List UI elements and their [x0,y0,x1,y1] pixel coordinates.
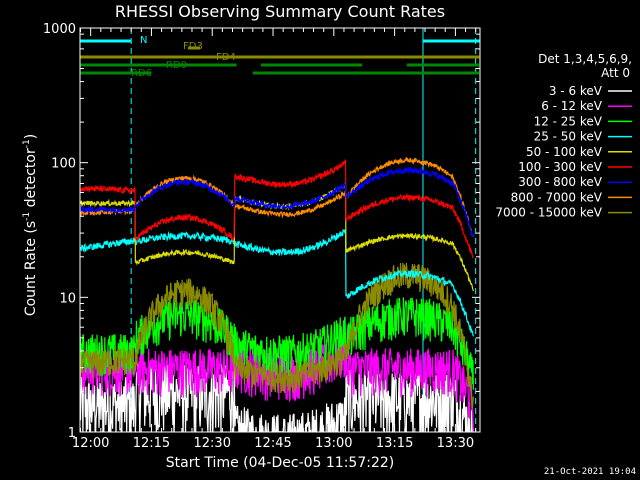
x-tick-label: 13:30 [437,436,474,451]
legend-label-3: 25 - 50 keV [534,130,603,144]
y-tick-label: 100 [51,157,76,172]
bar-label-rd0: RD0 [166,60,187,71]
series-line-25to50keV [80,228,474,337]
observing-bars: N FD3 FD4 RD0 RD6 [80,35,480,79]
bar-label-fd3: FD3 [183,41,203,52]
axes: 1 10 100 1000 12:00 12:15 12:30 12:45 13:00 13:15… [43,22,481,451]
legend-label-7: 800 - 7000 keV [511,190,603,204]
series-line-100to300keV [80,158,474,259]
legend-label-1: 6 - 12 keV [541,99,603,113]
series-line-800to7000keV [80,156,474,237]
series-line-3to6keV [80,364,474,432]
footer-date: 21-Oct-2021 19:04 [544,467,636,477]
x-tick-label: 12:45 [254,436,291,451]
legend-title-line-2: Att 0 [601,66,630,80]
bar-label-fd4: FD4 [216,52,236,63]
chart-title: RHESSI Observing Summary Count Rates [115,2,445,21]
x-tick-label: 12:30 [194,436,231,451]
legend-label-5: 100 - 300 keV [518,160,602,174]
legend-label-2: 12 - 25 keV [534,114,603,128]
plot-area [79,28,477,432]
plot-frame [79,27,481,433]
y-tick-label: 1 [68,426,76,441]
legend-title-line-1: Det 1,3,4,5,6,9, [538,52,632,66]
bar-label-rd6: RD6 [131,68,152,79]
x-tick-label: 12:15 [133,436,170,451]
bar-label-n: N [140,35,147,46]
x-tick-label: 13:15 [376,436,413,451]
legend-label-4: 50 - 100 keV [526,145,603,159]
x-tick-label: 13:00 [315,436,352,451]
y-tick-label: 10 [59,291,76,306]
series-line-300to800keV [80,166,474,238]
y-axis-title: Count Rate (s-1 detector-1) [22,134,39,316]
y-tick-label: 1000 [43,22,76,37]
series-line-7000to15000keV [80,262,474,409]
x-axis-title: Start Time (04-Dec-05 11:57:22) [166,455,394,471]
legend-label-0: 3 - 6 keV [549,84,603,98]
series-group [80,156,474,432]
legend-label-8: 7000 - 15000 keV [495,206,602,220]
legend-label-6: 300 - 800 keV [518,175,602,189]
x-tick-label: 12:00 [72,436,109,451]
